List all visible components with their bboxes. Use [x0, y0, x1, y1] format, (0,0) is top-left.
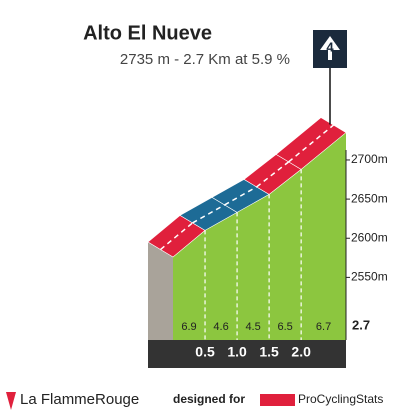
badge-icon [320, 36, 340, 60]
brand-icon [6, 392, 16, 410]
y-tick-label: 2650m [351, 191, 388, 205]
gradient-label: 4.6 [213, 321, 228, 333]
strip-dash [160, 222, 194, 251]
strip-dash [256, 161, 290, 188]
strip-dash [192, 204, 225, 224]
brand: La FlammeRouge [20, 391, 139, 408]
pcs-logo [260, 394, 295, 406]
gradient-label: 4.5 [245, 321, 260, 333]
chart-subtitle: 2735 m - 2.7 Km at 5.9 % [120, 51, 290, 68]
gradient-label: 6.5 [277, 321, 292, 333]
x-tick-label: 2.0 [291, 344, 311, 360]
plot: 0.5 1.0 1.5 2.0 2.7 6.9 4.6 4.5 6.5 6.7 2550m 2600m… [147, 68, 388, 368]
distance-band [148, 340, 346, 368]
x-tick-label: 0.5 [195, 344, 215, 360]
site: ProCyclingStats [298, 392, 383, 406]
gradient-label: 6.9 [181, 321, 196, 333]
y-tick-label: 2550m [351, 270, 388, 284]
chart-title: Alto El Nueve [83, 22, 212, 44]
x-tick-label: 1.5 [259, 344, 279, 360]
x-tick-label: 2.7 [352, 317, 370, 332]
y-tick-label: 2700m [351, 152, 388, 166]
category-label: 4 [326, 39, 334, 54]
profile-face [173, 132, 346, 340]
gradient-label: 6.7 [316, 321, 331, 333]
side-face [148, 242, 173, 340]
strip-dash [288, 124, 334, 163]
y-tick-label: 2600m [351, 230, 388, 244]
strip-dash [224, 186, 257, 206]
x-tick-label: 1.0 [227, 344, 247, 360]
designed-for: designed for [173, 392, 245, 406]
